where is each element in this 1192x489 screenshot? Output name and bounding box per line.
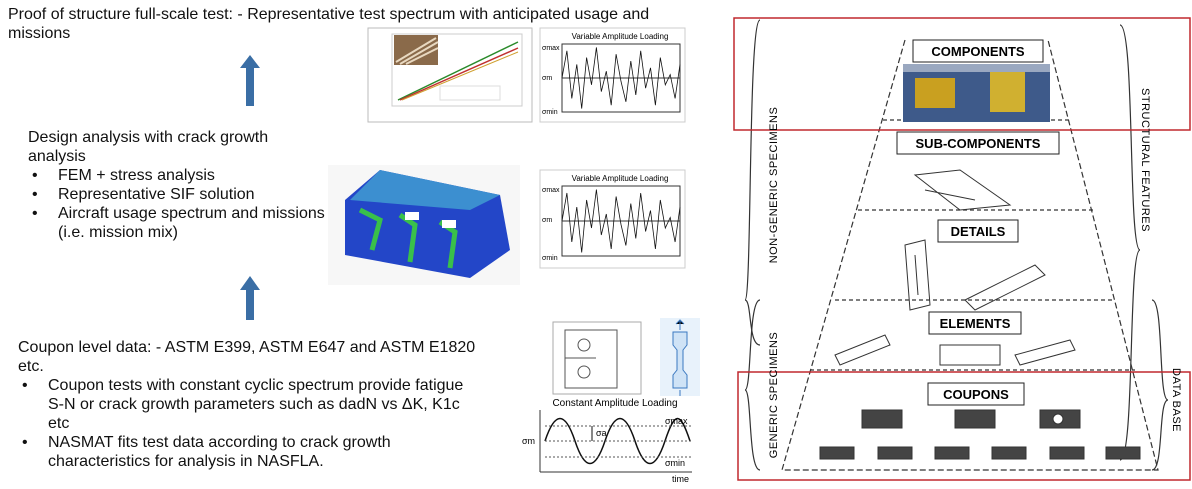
level-label: SUB-COMPONENTS	[916, 136, 1041, 151]
specimen-sketches	[819, 169, 1141, 460]
bullet-list: Coupon tests with constant cyclic spectr…	[18, 376, 498, 471]
figure-title: Constant Amplitude Loading	[552, 398, 677, 409]
axis-label: σa	[596, 428, 607, 438]
side-label: GENERIC SPECIMENS	[768, 332, 780, 458]
level-label: ELEMENTS	[940, 316, 1011, 331]
level-label: COMPONENTS	[931, 44, 1025, 59]
ct-specimen	[552, 321, 642, 395]
bullet-list: FEM + stress analysis Representative SIF…	[28, 166, 328, 242]
fem-model	[328, 165, 520, 285]
component-photo	[903, 64, 1050, 122]
up-arrow	[240, 55, 260, 106]
axis-label: time	[672, 474, 689, 484]
heading: Design analysis with crack growth analys…	[28, 129, 269, 165]
axis-label: σmin	[665, 458, 685, 468]
load-trace	[561, 47, 681, 109]
axis-label: σmax	[665, 416, 688, 426]
top-block: Proof of structure full-scale test: - Re…	[8, 6, 650, 42]
variable-loading-plot	[539, 27, 686, 123]
constant-loading-plot	[539, 410, 692, 473]
axis-label: σmin	[542, 109, 558, 116]
bullet: Coupon tests with constant cyclic spectr…	[18, 376, 468, 433]
side-label: NON-GENERIC SPECIMENS	[768, 107, 780, 264]
figure-title: Variable Amplitude Loading	[572, 174, 669, 183]
axis-label: σm	[522, 436, 535, 446]
highlight-box	[737, 371, 1191, 481]
axis-label: σm	[542, 75, 552, 82]
bullet: NASMAT fits test data according to crack…	[18, 433, 478, 471]
bottom-block: Coupon level data: - ASTM E399, ASTM E64…	[18, 338, 498, 471]
level-label: COUPONS	[943, 387, 1009, 402]
figure-title: Variable Amplitude Loading	[572, 32, 669, 41]
axis-label: σmin	[542, 255, 558, 262]
up-arrow	[240, 276, 260, 320]
bullet: Aircraft usage spectrum and missions (i.…	[28, 204, 328, 242]
crack-growth-plot	[367, 27, 533, 123]
side-label: DATA BASE	[1170, 368, 1182, 432]
axis-label: σmax	[542, 45, 560, 52]
middle-block: Design analysis with crack growth analys…	[28, 128, 328, 242]
axis-label: σmax	[542, 187, 560, 194]
dogbone-specimen	[660, 318, 700, 396]
highlight-box	[733, 17, 1191, 131]
load-trace	[561, 189, 681, 253]
level-label: DETAILS	[951, 224, 1006, 239]
bullet: Representative SIF solution	[28, 185, 328, 204]
variable-loading-plot	[539, 169, 686, 269]
level-boxes	[896, 39, 1060, 406]
heading: Coupon level data: - ASTM E399, ASTM E64…	[18, 339, 476, 375]
axis-label: σm	[542, 217, 552, 224]
bullet: FEM + stress analysis	[28, 166, 328, 185]
side-label: STRUCTURAL FEATURES	[1139, 88, 1151, 232]
